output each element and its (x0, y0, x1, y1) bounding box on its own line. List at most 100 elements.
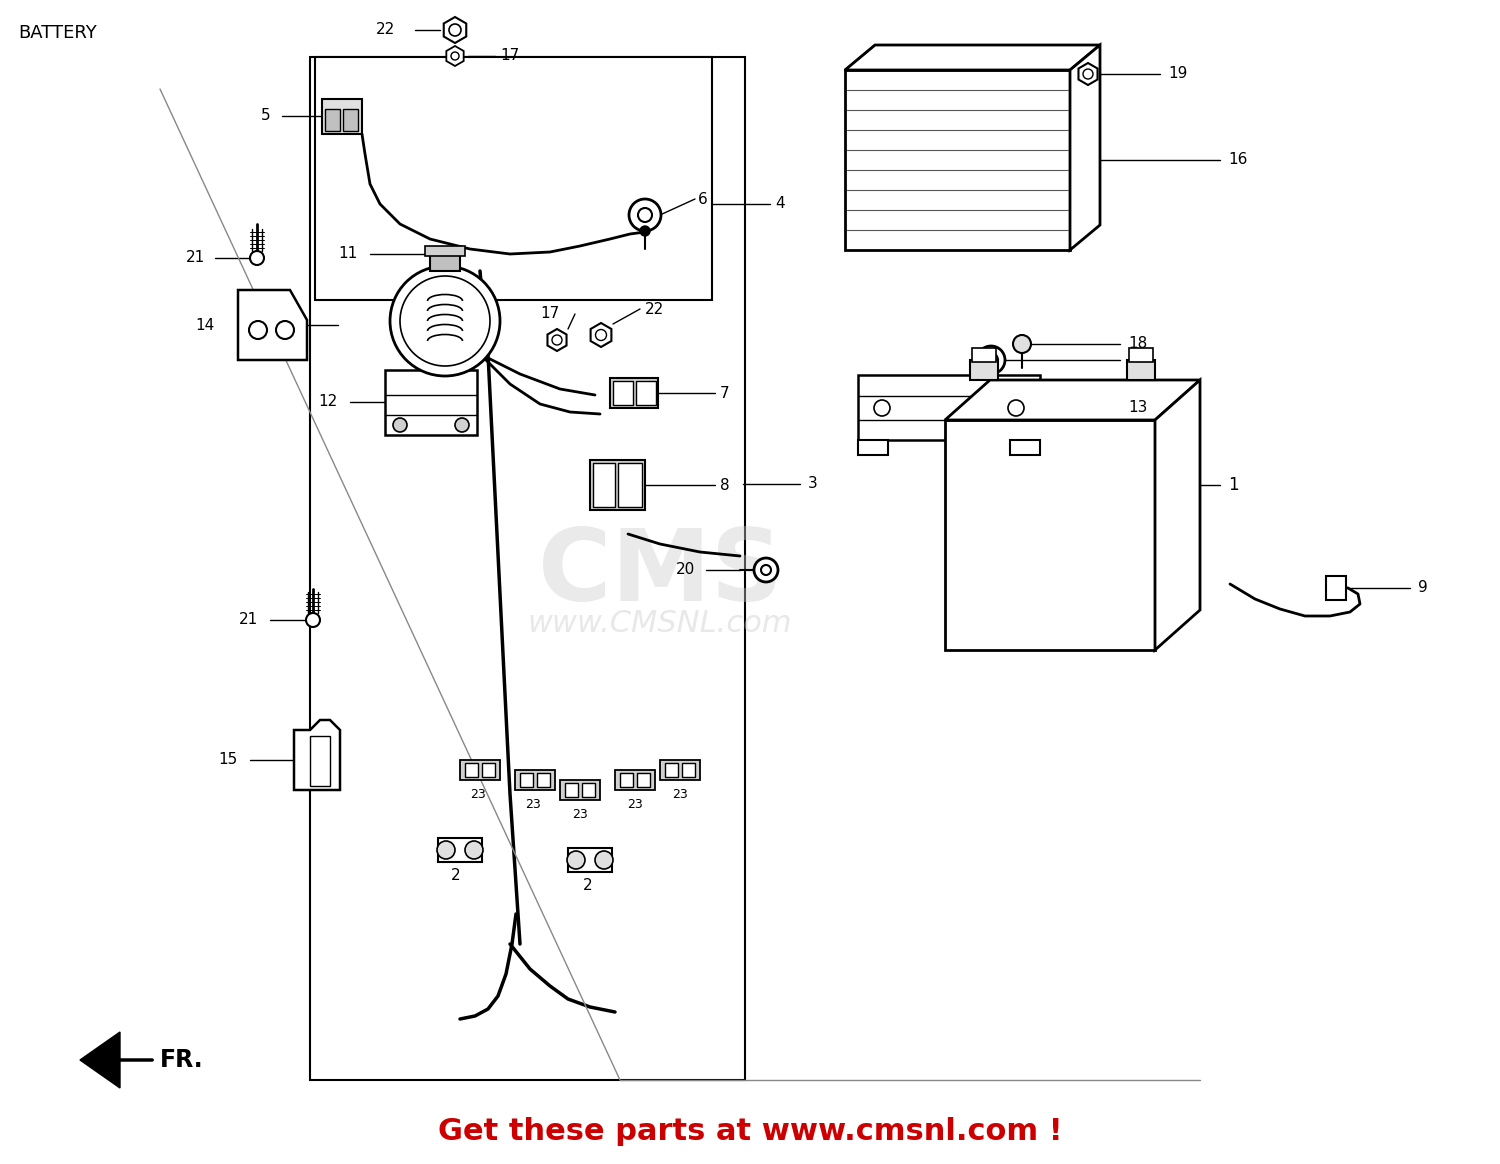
Bar (344, 109, 358, 132)
Text: 9: 9 (1418, 581, 1428, 596)
Text: 21: 21 (238, 612, 258, 627)
Bar (482, 762, 495, 778)
Circle shape (390, 267, 500, 376)
Polygon shape (80, 1032, 120, 1088)
Text: CMS: CMS (537, 525, 783, 623)
Text: 12: 12 (318, 395, 338, 410)
Text: 22: 22 (375, 22, 394, 37)
Bar (514, 771, 555, 790)
Text: 2: 2 (584, 879, 592, 894)
Circle shape (640, 226, 650, 236)
Text: 23: 23 (627, 797, 644, 810)
Circle shape (984, 353, 998, 367)
Circle shape (552, 335, 562, 345)
Text: 15: 15 (219, 752, 239, 767)
Polygon shape (1155, 379, 1200, 650)
Text: 14: 14 (195, 318, 214, 333)
Text: FR.: FR. (160, 1048, 204, 1072)
Text: 20: 20 (675, 562, 694, 577)
Polygon shape (548, 329, 567, 352)
Bar (620, 773, 633, 787)
Circle shape (1083, 69, 1094, 79)
Bar (326, 109, 340, 132)
Circle shape (276, 321, 294, 339)
Text: 23: 23 (672, 788, 688, 801)
Bar (844, 70, 1070, 250)
Bar (520, 773, 532, 787)
Bar (618, 463, 642, 508)
Bar (560, 780, 600, 800)
Circle shape (465, 842, 483, 859)
Bar (460, 760, 500, 780)
Text: BATTERY: BATTERY (18, 24, 96, 42)
Circle shape (1008, 400, 1025, 416)
Circle shape (628, 199, 662, 230)
Bar (945, 420, 1155, 650)
Bar (970, 360, 998, 379)
Text: 21: 21 (186, 250, 206, 265)
Circle shape (596, 329, 606, 341)
Text: 11: 11 (339, 247, 358, 262)
Polygon shape (945, 379, 1200, 420)
Bar (1126, 360, 1155, 379)
Bar (664, 762, 678, 778)
Text: 23: 23 (470, 788, 486, 801)
Circle shape (448, 24, 460, 36)
Text: 6: 6 (698, 192, 708, 206)
Text: 5: 5 (261, 108, 270, 123)
Bar (537, 773, 550, 787)
Text: 18: 18 (1128, 336, 1148, 352)
Text: 23: 23 (525, 797, 542, 810)
Circle shape (1013, 335, 1031, 353)
Text: 13: 13 (1128, 400, 1148, 416)
Text: 10: 10 (1128, 353, 1148, 368)
Text: 17: 17 (500, 49, 519, 64)
Bar (1010, 440, 1040, 455)
Text: 19: 19 (1168, 66, 1188, 81)
Polygon shape (238, 290, 308, 360)
Bar (610, 378, 658, 409)
Bar (858, 440, 888, 455)
Circle shape (454, 418, 470, 432)
Circle shape (393, 418, 406, 432)
Bar (430, 253, 460, 271)
Text: 3: 3 (808, 476, 818, 491)
Bar (315, 57, 712, 300)
Bar (972, 348, 996, 362)
Bar (682, 762, 694, 778)
Bar (438, 838, 482, 863)
Bar (636, 381, 656, 405)
Text: www.CMSNL.com: www.CMSNL.com (528, 610, 792, 639)
Bar (310, 57, 746, 1080)
Polygon shape (1078, 63, 1098, 85)
Bar (614, 381, 633, 405)
Polygon shape (1070, 45, 1100, 250)
Text: 4: 4 (776, 197, 784, 212)
Circle shape (638, 208, 652, 222)
Circle shape (976, 346, 1005, 374)
Bar (592, 463, 615, 508)
Bar (322, 99, 362, 134)
Text: 22: 22 (645, 301, 664, 317)
Circle shape (249, 321, 267, 339)
Polygon shape (591, 322, 612, 347)
Text: 8: 8 (720, 477, 729, 492)
Bar (615, 771, 656, 790)
Text: Get these parts at www.cmsnl.com !: Get these parts at www.cmsnl.com ! (438, 1117, 1062, 1147)
Polygon shape (447, 47, 464, 66)
Bar (1130, 348, 1154, 362)
Bar (858, 375, 1040, 440)
Bar (568, 849, 612, 872)
Circle shape (251, 251, 264, 265)
Polygon shape (444, 17, 466, 43)
Circle shape (436, 842, 454, 859)
Bar (465, 762, 478, 778)
Bar (566, 783, 578, 797)
Circle shape (306, 613, 320, 627)
Circle shape (567, 851, 585, 870)
Bar (1326, 576, 1346, 599)
Text: 2: 2 (452, 868, 460, 883)
Circle shape (452, 52, 459, 61)
Bar (638, 773, 650, 787)
Bar (310, 736, 330, 786)
